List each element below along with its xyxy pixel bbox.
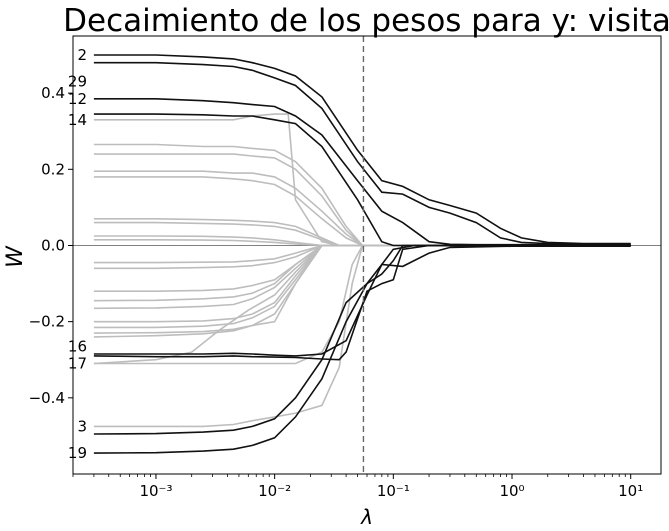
series-label-2: 2 (77, 46, 87, 64)
x-tick-label: 10⁻¹ (377, 482, 410, 500)
x-tick-label: 10⁰ (499, 482, 524, 500)
plot-frame (72, 35, 662, 475)
background-series-line (93, 153, 631, 247)
series-line-3 (93, 244, 631, 435)
series-label-17: 17 (68, 355, 87, 373)
background-series-line (93, 113, 631, 247)
background-series-line (93, 244, 631, 264)
y-tick-label: −0.4 (29, 389, 65, 407)
series-label-14: 14 (68, 111, 87, 129)
y-tick-label: 0.4 (41, 84, 65, 102)
series-label-12: 12 (68, 90, 87, 108)
series-line-14 (93, 113, 631, 247)
series-line-19 (93, 244, 631, 454)
y-axis-label: W (3, 245, 28, 268)
series-line-2 (93, 54, 631, 245)
y-tick-label: 0.0 (41, 236, 65, 254)
x-tick-label: 10⁻³ (139, 482, 172, 500)
background-series-line (93, 218, 631, 247)
x-tick-label: 10¹ (618, 482, 643, 500)
background-series-line (93, 244, 631, 365)
y-tick-label: 0.2 (41, 160, 65, 178)
series-line-16 (93, 245, 631, 357)
plot-area: 0.4 0.2 0.0 −0.2 −0.4 10⁻³ 10⁻² 10⁻¹ 10⁰ 10¹ 2 2912… (29, 35, 662, 500)
y-tick-label: −0.2 (29, 313, 65, 331)
x-tick-label: 10⁻² (258, 482, 291, 500)
background-series-line (93, 244, 631, 338)
series-label-16: 16 (68, 337, 87, 355)
background-series-line (93, 244, 631, 323)
series-line-29 (93, 61, 631, 245)
chart-title: Decaimiento de los pesos para y: visita (63, 3, 669, 39)
series-label-3: 3 (77, 417, 87, 435)
background-series-line (93, 244, 631, 270)
background-series-line (93, 170, 631, 247)
series-line-12 (93, 98, 631, 246)
background-series-line (93, 221, 631, 247)
background-series-line (93, 239, 631, 247)
x-axis-label: λ (360, 505, 373, 529)
series-label-19: 19 (68, 444, 87, 462)
background-series-line (93, 176, 631, 247)
background-series-line (93, 244, 631, 428)
background-series-line (93, 143, 631, 247)
series-label-29: 29 (68, 73, 87, 91)
background-series-line (93, 244, 631, 334)
background-series-line (93, 244, 631, 329)
background-series-line (93, 244, 631, 310)
background-series-line (93, 244, 631, 302)
